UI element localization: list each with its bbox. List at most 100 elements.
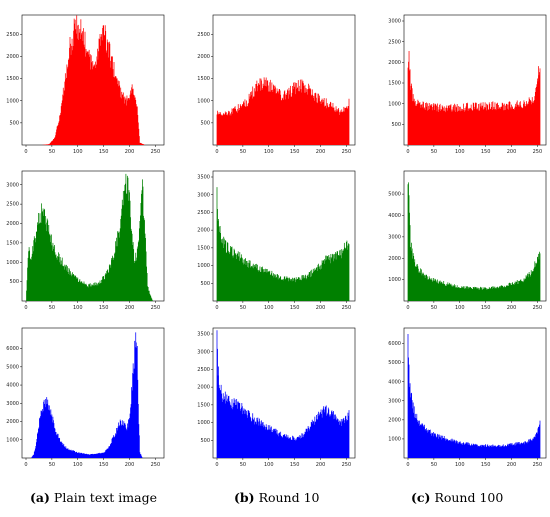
y-tick-label: 4000 — [388, 379, 401, 385]
y-tick-label: 2000 — [6, 221, 19, 227]
x-tick-label: 100 — [264, 149, 274, 155]
y-tick-label: 2000 — [197, 228, 210, 234]
y-tick-label: 3000 — [388, 19, 401, 25]
x-tick-label: 100 — [264, 462, 274, 468]
x-tick-label: 200 — [125, 305, 135, 311]
x-tick-label: 0 — [215, 305, 218, 311]
x-tick-label: 250 — [151, 305, 161, 311]
y-tick-label: 2000 — [6, 419, 19, 425]
caption-c-letter: (c) — [411, 490, 431, 505]
y-tick-label: 500 — [200, 120, 210, 126]
y-tick-label: 1000 — [388, 437, 401, 443]
x-tick-label: 0 — [24, 149, 27, 155]
x-tick-label: 50 — [240, 462, 246, 468]
x-tick-label: 200 — [125, 462, 135, 468]
y-tick-label: 2000 — [388, 417, 401, 423]
x-tick-label: 150 — [290, 462, 300, 468]
chart-9: 0 50 100 150 200 250 1000 2000 3000 4000 5000 6000 — [388, 327, 547, 468]
y-tick-label: 2500 — [388, 39, 401, 45]
y-tick-label: 3500 — [197, 175, 210, 181]
x-tick-label: 50 — [49, 305, 55, 311]
x-tick-label: 250 — [151, 149, 161, 155]
y-tick-label: 2000 — [197, 385, 210, 391]
x-tick-label: 150 — [99, 462, 109, 468]
y-tick-label: 1000 — [197, 263, 210, 269]
chart-2: 0 50 100 150 200 250 500 1000 1500 2000 2500 — [197, 14, 356, 155]
x-tick-label: 100 — [73, 462, 83, 468]
y-tick-label: 5000 — [388, 192, 401, 198]
y-tick-label: 1500 — [197, 76, 210, 82]
y-tick-label: 1000 — [6, 437, 19, 443]
caption-b: (b) Round 10 — [234, 490, 319, 505]
histogram-bars — [26, 173, 153, 301]
y-tick-label: 3000 — [197, 192, 210, 198]
x-tick-label: 50 — [240, 149, 246, 155]
x-tick-label: 50 — [49, 462, 55, 468]
x-tick-label: 0 — [215, 462, 218, 468]
y-tick-label: 2000 — [388, 256, 401, 262]
x-tick-label: 100 — [455, 305, 465, 311]
x-tick-label: 200 — [316, 462, 326, 468]
x-tick-label: 200 — [316, 305, 326, 311]
y-tick-label: 1000 — [388, 277, 401, 283]
x-tick-label: 150 — [481, 462, 491, 468]
x-tick-label: 0 — [24, 462, 27, 468]
chart-5: 0 50 100 150 200 250 500 1000 1500 2000 2500 3000 35… — [197, 170, 356, 311]
x-tick-label: 100 — [455, 462, 465, 468]
histogram-bars — [216, 187, 350, 301]
y-tick-label: 500 — [200, 281, 210, 287]
y-tick-label: 2000 — [388, 60, 401, 66]
chart-7: 0 50 100 150 200 250 1000 2000 3000 4000 5000 6000 — [6, 327, 165, 468]
y-tick-label: 500 — [9, 120, 19, 126]
y-tick-label: 2500 — [197, 32, 210, 38]
y-tick-label: 500 — [9, 279, 19, 285]
x-tick-label: 200 — [316, 149, 326, 155]
y-tick-label: 4000 — [388, 213, 401, 219]
x-tick-label: 250 — [151, 462, 161, 468]
x-tick-label: 250 — [342, 149, 352, 155]
y-tick-label: 1500 — [197, 245, 210, 251]
x-tick-label: 50 — [49, 149, 55, 155]
caption-c-text: Round 100 — [434, 490, 504, 505]
y-tick-label: 1500 — [197, 402, 210, 408]
caption-a-letter: (a) — [30, 490, 50, 505]
x-tick-label: 250 — [342, 462, 352, 468]
y-tick-label: 1500 — [6, 240, 19, 246]
y-tick-label: 6000 — [388, 341, 401, 347]
x-tick-label: 50 — [431, 305, 437, 311]
y-tick-label: 1000 — [197, 98, 210, 104]
histogram-bars — [407, 182, 541, 301]
y-tick-label: 2000 — [6, 54, 19, 60]
x-tick-label: 250 — [533, 149, 543, 155]
y-tick-label: 5000 — [388, 360, 401, 366]
histogram-bars — [216, 77, 350, 145]
y-tick-label: 4000 — [6, 383, 19, 389]
chart-6: 0 50 100 150 200 250 1000 2000 3000 4000 5000 — [388, 170, 547, 311]
x-tick-label: 100 — [455, 149, 465, 155]
histogram-bars — [407, 51, 541, 145]
y-tick-label: 3000 — [388, 398, 401, 404]
x-tick-label: 50 — [431, 149, 437, 155]
x-tick-label: 200 — [125, 149, 135, 155]
y-tick-label: 1500 — [6, 76, 19, 82]
chart-1: 0 50 100 150 200 250 500 1000 1500 2000 2500 — [6, 14, 165, 155]
x-tick-label: 200 — [507, 462, 517, 468]
histogram-bars — [216, 330, 350, 458]
chart-4: 0 50 100 150 200 250 500 1000 1500 2000 2500 3000 — [6, 170, 165, 311]
y-tick-label: 2000 — [197, 54, 210, 60]
y-tick-label: 500 — [200, 438, 210, 444]
y-tick-label: 1000 — [388, 101, 401, 107]
y-tick-label: 2500 — [6, 202, 19, 208]
y-tick-label: 6000 — [6, 346, 19, 352]
y-tick-label: 1500 — [388, 81, 401, 87]
histogram-bars — [31, 332, 143, 458]
y-tick-label: 500 — [391, 122, 401, 128]
x-tick-label: 150 — [99, 305, 109, 311]
x-tick-label: 100 — [73, 149, 83, 155]
x-tick-label: 50 — [240, 305, 246, 311]
caption-b-letter: (b) — [234, 490, 255, 505]
x-tick-label: 100 — [264, 305, 274, 311]
chart-3: 0 50 100 150 200 250 500 1000 1500 2000 2500 3000 — [388, 14, 547, 155]
